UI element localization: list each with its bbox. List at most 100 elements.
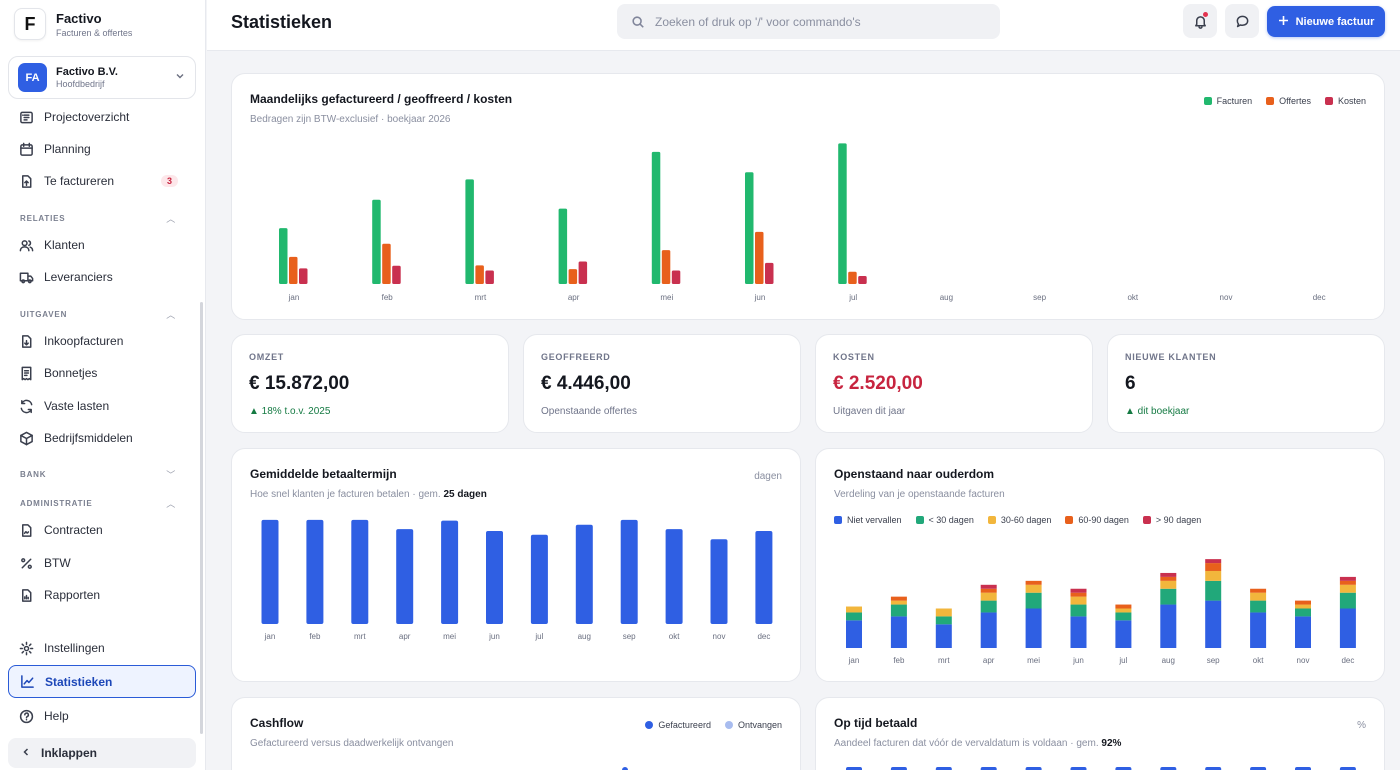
nav-projectoverzicht[interactable]: Projectoverzicht (8, 102, 196, 132)
nav-label: Instellingen (44, 641, 105, 655)
kpi-note: Openstaande offertes (541, 406, 637, 417)
x-tick-label: jan (264, 632, 276, 641)
bar-kosten (299, 268, 308, 284)
bar-betaaltermijn (441, 520, 459, 624)
sidebar-scrollbar[interactable] (200, 302, 203, 734)
notifications-button[interactable] (1183, 4, 1217, 38)
x-tick-label: mrt (354, 632, 366, 641)
count-badge: 3 (160, 175, 178, 187)
bar-segment (846, 612, 862, 621)
nav-contracten[interactable]: Contracten (8, 515, 196, 545)
notification-dot (1203, 12, 1208, 17)
x-tick-label: feb (893, 656, 905, 665)
nav-bonnetjes[interactable]: Bonnetjes (8, 358, 196, 388)
gear-icon (19, 641, 34, 655)
nav-rapporten[interactable]: Rapporten (8, 580, 196, 610)
nav-help[interactable]: Help (8, 701, 196, 731)
nav-label: Inkoopfacturen (44, 334, 124, 348)
bar-segment (1025, 580, 1042, 585)
bar-kosten (858, 275, 867, 284)
bar-segment (935, 608, 952, 617)
cashflow-chart-card: Cashflow Gefactureerd versus daadwerkeli… (231, 697, 801, 770)
bar-op-tijd (1339, 767, 1356, 770)
nav-label: Planning (44, 142, 91, 156)
nav-leveranciers[interactable]: Leveranciers (8, 262, 196, 292)
x-tick-label: mei (660, 293, 673, 302)
search-input[interactable] (655, 14, 975, 29)
section-uitgaven[interactable]: UITGAVEN ︿ (20, 308, 176, 321)
bar-segment (1025, 584, 1042, 593)
ontime-chart-card: Op tijd betaald Aandeel facturen dat vóó… (815, 697, 1385, 770)
collapse-sidebar-button[interactable]: Inklappen (8, 738, 196, 768)
unit-label: dagen (754, 471, 782, 482)
document-download-icon (22, 334, 32, 348)
nav-te-factureren[interactable]: Te factureren 3 (8, 166, 196, 196)
bar-segment (1339, 580, 1356, 585)
legend-label: Kosten (1337, 96, 1366, 106)
nav-vaste-lasten[interactable]: Vaste lasten (8, 391, 196, 421)
card-title: Gemiddelde betaaltermijn (250, 467, 397, 481)
unit-label: % (1357, 720, 1366, 731)
kpi-value: € 15.872,00 (249, 373, 350, 394)
legend-swatch (1142, 516, 1151, 524)
brand-subtitle: Facturen & offertes (56, 27, 133, 38)
search-bar[interactable] (617, 4, 1000, 39)
bar-facturen (279, 228, 288, 284)
nav-planning[interactable]: Planning (8, 134, 196, 164)
x-tick-label: mei (1027, 656, 1040, 665)
x-tick-label: okt (1127, 293, 1138, 302)
bar-segment (1070, 592, 1087, 597)
company-subtitle: Hoofdbedrijf (56, 79, 105, 89)
x-tick-label: okt (1253, 656, 1264, 665)
nav-inkoopfacturen[interactable]: Inkoopfacturen (8, 326, 196, 356)
aging-chart-card: Openstaand naar ouderdom Verdeling van j… (815, 448, 1385, 682)
bar-facturen (558, 208, 568, 284)
bar-offertes (848, 271, 857, 284)
x-tick-label: jul (534, 632, 543, 641)
messages-button[interactable] (1225, 4, 1259, 38)
bar-op-tijd (1250, 767, 1267, 770)
card-title: Openstaand naar ouderdom (834, 467, 995, 481)
truck-icon (19, 272, 34, 283)
company-switcher[interactable]: FA Factivo B.V. Hoofdbedrijf (8, 56, 196, 99)
legend-item: < 30 dagen (915, 515, 974, 525)
legend-item: Kosten (1324, 96, 1366, 106)
nav-klanten[interactable]: Klanten (8, 230, 196, 260)
section-label: UITGAVEN (20, 310, 68, 319)
bar-segment (1250, 600, 1267, 613)
legend-item: > 90 dagen (1142, 515, 1201, 525)
bar-segment (890, 600, 907, 605)
bar-segment (1025, 592, 1042, 609)
nav-label: Contracten (44, 523, 103, 537)
bar-betaaltermijn (710, 539, 728, 624)
nav-statistieken[interactable]: Statistieken (8, 665, 196, 698)
kpi-label: OMZET (249, 352, 284, 362)
card-subtitle: Gefactureerd versus daadwerkelijk ontvan… (250, 738, 454, 749)
brand[interactable]: F Factivo Facturen & offertes (14, 8, 132, 40)
nav-label: Statistieken (45, 674, 113, 689)
section-label: RELATIES (20, 214, 66, 223)
bar-segment (1115, 620, 1132, 648)
x-tick-label: jan (848, 656, 860, 665)
payterm-chart-card: Gemiddelde betaaltermijn Hoe snel klante… (231, 448, 801, 682)
bar-segment (1339, 592, 1356, 609)
chart-legend: Niet vervallen < 30 dagen 30-60 dagen 60… (834, 515, 1201, 525)
nav-instellingen[interactable]: Instellingen (8, 633, 196, 663)
kpi-label: KOSTEN (833, 352, 875, 362)
section-bank[interactable]: BANK ﹀ (20, 468, 176, 481)
bar-segment (1250, 612, 1267, 648)
kpi-geoffreerd-card: GEOFFREERD € 4.446,00 Openstaande offert… (523, 334, 801, 433)
new-invoice-button[interactable]: Nieuwe factuur (1267, 6, 1385, 37)
nav-btw[interactable]: BTW (8, 548, 196, 578)
bar-segment (935, 624, 952, 648)
legend-label: 30-60 dagen (1000, 515, 1052, 525)
card-subtitle: Aandeel facturen dat vóór de vervaldatum… (834, 738, 1121, 749)
bar-op-tijd (1070, 767, 1087, 770)
bar-segment (1295, 600, 1311, 605)
nav-label: Vaste lasten (44, 399, 110, 413)
legend-item: 30-60 dagen (987, 515, 1052, 525)
percent-icon (21, 557, 32, 569)
section-relaties[interactable]: RELATIES ︿ (20, 212, 176, 225)
nav-bedrijfsmiddelen[interactable]: Bedrijfsmiddelen (8, 423, 196, 453)
section-administratie[interactable]: ADMINISTRATIE ︿ (20, 497, 176, 510)
